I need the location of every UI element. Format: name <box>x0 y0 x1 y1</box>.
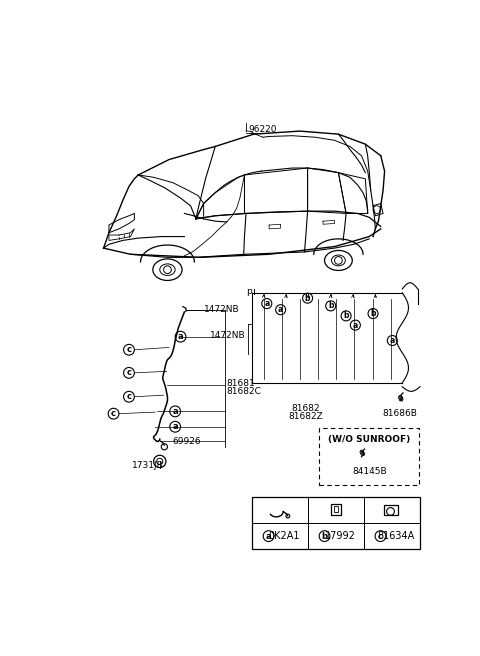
Text: c: c <box>378 531 383 541</box>
Text: 81634A: 81634A <box>377 531 415 541</box>
Text: 96220: 96220 <box>248 125 277 134</box>
Bar <box>319 428 419 485</box>
Text: 0K2A1: 0K2A1 <box>268 531 300 541</box>
Text: c: c <box>126 369 132 377</box>
Text: a: a <box>278 305 283 314</box>
Text: 1472NB: 1472NB <box>210 331 246 340</box>
Text: c: c <box>126 392 132 401</box>
Text: 1472NB: 1472NB <box>204 305 240 314</box>
Bar <box>384 504 398 516</box>
Bar <box>334 506 338 512</box>
Text: 81682Z: 81682Z <box>288 412 324 421</box>
Text: 81686B: 81686B <box>383 409 418 418</box>
Text: (W/O SUNROOF): (W/O SUNROOF) <box>328 436 410 444</box>
Text: b: b <box>305 294 311 302</box>
Text: 81682C: 81682C <box>227 387 262 396</box>
Text: 1731JB: 1731JB <box>132 461 164 470</box>
Text: a: a <box>266 531 271 541</box>
Text: b: b <box>343 312 349 320</box>
Text: c: c <box>111 409 116 418</box>
Text: a: a <box>390 336 395 345</box>
Text: a: a <box>172 407 178 416</box>
Text: p: p <box>246 287 252 297</box>
Text: 69926: 69926 <box>173 437 202 446</box>
Text: 81682: 81682 <box>292 404 320 413</box>
Text: b: b <box>328 301 334 310</box>
Text: 17992: 17992 <box>324 531 355 541</box>
Text: b: b <box>370 309 376 318</box>
Ellipse shape <box>360 450 364 456</box>
Ellipse shape <box>398 396 403 401</box>
Text: a: a <box>172 422 178 431</box>
Text: 81681: 81681 <box>227 379 255 388</box>
Text: a: a <box>353 321 358 329</box>
Bar <box>252 497 420 549</box>
Text: a: a <box>178 332 183 341</box>
Text: c: c <box>126 345 132 354</box>
Text: 84145B: 84145B <box>352 466 386 476</box>
Text: a: a <box>264 299 269 308</box>
Text: b: b <box>322 531 327 541</box>
Bar <box>331 504 341 514</box>
